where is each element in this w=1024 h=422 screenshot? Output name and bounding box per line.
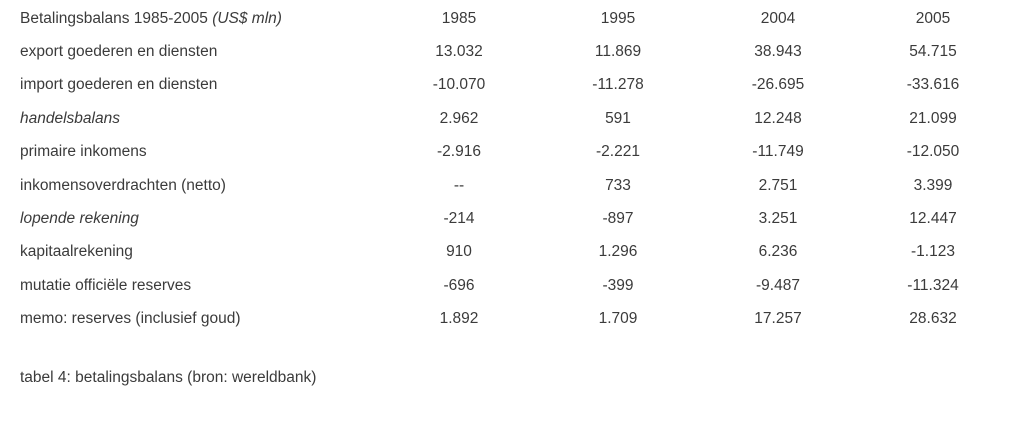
table-cell: 38.943	[754, 43, 802, 61]
balance-of-payments-table: Betalingsbalans 1985-2005 (US$ mln) 1985…	[20, 2, 1010, 336]
table-cell: 28.632	[909, 310, 957, 328]
table-cell: 1.296	[598, 243, 638, 261]
table-row-inkomensoverdrachten: inkomensoverdrachten (netto) -- 733 2.75…	[20, 169, 1010, 202]
table-row-primaire-inkomens: primaire inkomens -2.916 -2.221 -11.749 …	[20, 136, 1010, 169]
table-cell: 21.099	[909, 109, 957, 127]
table-cell: 12.447	[909, 210, 957, 228]
table-title-unit: (US$ mln)	[212, 9, 282, 27]
table-cell: 13.032	[435, 43, 483, 61]
year-column-header: 1985	[441, 9, 477, 27]
table-cell: -33.616	[906, 76, 960, 94]
year-column-header: 1995	[600, 9, 636, 27]
table-row-export: export goederen en diensten 13.032 11.86…	[20, 35, 1010, 68]
table-cell: -214	[443, 210, 475, 228]
table-cell: -11.278	[592, 76, 644, 94]
table-cell: -12.050	[906, 143, 960, 161]
table-row-kapitaalrekening: kapitaalrekening 910 1.296 6.236 -1.123	[20, 236, 1010, 269]
table-cell: 591	[605, 109, 631, 127]
table-cell: 3.399	[913, 176, 953, 194]
row-label: kapitaalrekening	[20, 243, 133, 261]
table-title: Betalingsbalans 1985-2005 (US$ mln)	[20, 10, 380, 28]
table-cell: -696	[443, 276, 475, 294]
table-cell: -11.324	[907, 276, 959, 294]
table-cell: -9.487	[756, 276, 800, 294]
table-cell: 1.709	[598, 310, 638, 328]
row-label: lopende rekening	[20, 210, 139, 228]
row-label: memo: reserves (inclusief goud)	[20, 310, 241, 328]
row-label: primaire inkomens	[20, 143, 147, 161]
table-cell: 910	[446, 243, 472, 261]
table-cell: -399	[602, 276, 634, 294]
table-cell: -10.070	[432, 76, 486, 94]
row-label: inkomensoverdrachten (netto)	[20, 176, 226, 194]
table-cell: -897	[602, 210, 634, 228]
table-caption: tabel 4: betalingsbalans (bron: wereldba…	[20, 369, 317, 387]
table-title-text: Betalingsbalans 1985-2005	[20, 9, 208, 27]
row-label: export goederen en diensten	[20, 43, 218, 61]
table-cell: 2.751	[758, 176, 798, 194]
row-label: import goederen en diensten	[20, 76, 218, 94]
year-column-header: 2005	[915, 9, 951, 27]
table-cell: -2.916	[437, 143, 481, 161]
table-cell: 11.869	[594, 43, 642, 61]
table-cell: -1.123	[911, 243, 955, 261]
table-cell: 2.962	[439, 109, 479, 127]
row-label: handelsbalans	[20, 109, 120, 127]
table-header-row: Betalingsbalans 1985-2005 (US$ mln) 1985…	[20, 2, 1010, 35]
table-cell: -26.695	[751, 76, 805, 94]
table-row-handelsbalans: handelsbalans 2.962 591 12.248 21.099	[20, 102, 1010, 135]
row-label: mutatie officiële reserves	[20, 276, 192, 294]
table-cell: 17.257	[754, 310, 802, 328]
table-cell: 12.248	[754, 109, 802, 127]
table-cell: 1.892	[439, 310, 479, 328]
table-cell: 6.236	[758, 243, 798, 261]
table-row-mutatie-reserves: mutatie officiële reserves -696 -399 -9.…	[20, 269, 1010, 302]
table-cell: -11.749	[752, 143, 804, 161]
table-cell: 54.715	[909, 43, 957, 61]
table-cell: 3.251	[758, 210, 798, 228]
table-row-import: import goederen en diensten -10.070 -11.…	[20, 69, 1010, 102]
table-cell: -2.221	[596, 143, 640, 161]
table-cell: --	[453, 176, 465, 194]
year-column-header: 2004	[760, 9, 796, 27]
table-cell: 733	[605, 176, 631, 194]
table-row-lopende-rekening: lopende rekening -214 -897 3.251 12.447	[20, 202, 1010, 235]
table-row-memo-reserves: memo: reserves (inclusief goud) 1.892 1.…	[20, 303, 1010, 336]
